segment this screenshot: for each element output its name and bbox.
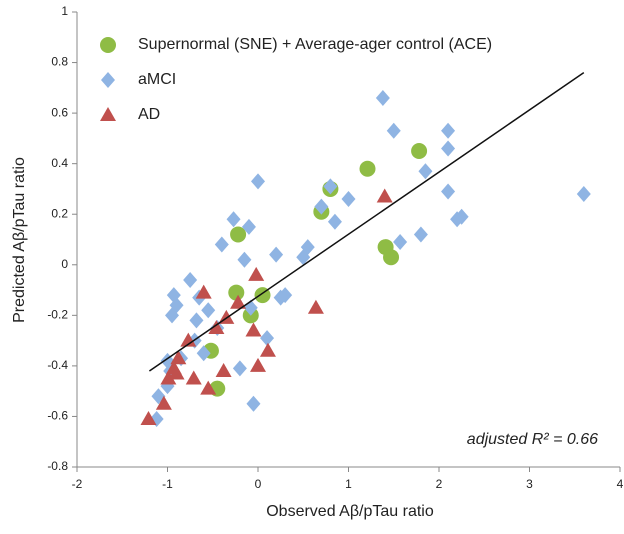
point — [278, 287, 293, 304]
x-tick-label: -2 — [72, 477, 83, 491]
y-tick-label: 0 — [61, 257, 68, 271]
legend-label: AD — [138, 106, 160, 123]
point — [228, 284, 245, 301]
point — [250, 357, 266, 372]
x-tick-label: 3 — [526, 477, 533, 491]
point — [359, 160, 376, 177]
y-tick-label: 0.8 — [51, 55, 68, 69]
point — [214, 236, 229, 253]
y-tick-label: -0.6 — [47, 409, 68, 423]
point — [241, 218, 256, 235]
point — [376, 188, 393, 203]
point — [169, 297, 184, 314]
y-axis-label: Predicted Aβ/pTau ratio — [11, 157, 28, 323]
point — [230, 226, 247, 243]
point — [155, 395, 172, 410]
point — [307, 299, 324, 314]
point — [189, 312, 204, 329]
point — [251, 173, 265, 190]
y-tick-label: -0.2 — [47, 308, 68, 322]
y-tick-label: 0.4 — [51, 156, 68, 170]
legend-label: aMCI — [138, 71, 176, 88]
y-tick-label: 0.2 — [51, 206, 68, 220]
x-tick-label: 2 — [436, 477, 443, 491]
point — [201, 302, 216, 319]
point — [259, 342, 276, 357]
point — [160, 370, 177, 385]
point — [208, 319, 225, 334]
legend-marker — [101, 72, 115, 88]
y-tick-label: -0.8 — [47, 459, 68, 473]
point — [170, 350, 187, 365]
point — [232, 360, 247, 377]
y-tick-label: 0.6 — [51, 105, 68, 119]
point — [386, 122, 401, 139]
point — [314, 198, 329, 215]
point — [383, 249, 400, 266]
annotation: adjusted R² = 0.66 — [467, 431, 598, 448]
point — [246, 395, 261, 412]
point — [375, 89, 390, 106]
legend-marker — [100, 107, 116, 121]
point — [260, 330, 275, 347]
point — [269, 246, 284, 263]
point — [413, 226, 428, 243]
x-tick-label: -1 — [162, 477, 173, 491]
x-tick-label: 4 — [617, 477, 624, 491]
point — [327, 213, 342, 230]
point — [237, 251, 252, 268]
y-tick-label: 1 — [61, 4, 68, 18]
point — [441, 140, 456, 157]
point — [185, 370, 202, 385]
point — [418, 163, 433, 180]
point — [196, 345, 211, 362]
point — [168, 365, 185, 380]
point — [454, 208, 469, 225]
legend-marker — [100, 37, 116, 53]
point — [300, 239, 315, 256]
y-tick-label: -0.4 — [47, 358, 68, 372]
point — [183, 271, 198, 288]
point — [411, 143, 428, 160]
point — [140, 410, 157, 425]
point — [226, 211, 241, 228]
point — [195, 284, 212, 299]
point — [576, 186, 591, 202]
point — [230, 294, 247, 309]
point — [245, 322, 262, 337]
x-axis-label: Observed Aβ/pTau ratio — [266, 503, 434, 520]
point — [341, 191, 356, 208]
point — [296, 249, 311, 266]
point — [248, 266, 265, 281]
point — [441, 183, 456, 200]
point — [441, 122, 456, 139]
legend-label: Supernormal (SNE) + Average-ager control… — [138, 36, 492, 53]
point — [393, 234, 408, 251]
point — [180, 332, 197, 347]
x-tick-label: 0 — [255, 477, 262, 491]
fit-line — [148, 72, 585, 372]
point — [200, 380, 217, 395]
x-tick-label: 1 — [345, 477, 352, 491]
point — [215, 362, 232, 377]
point — [323, 178, 338, 195]
